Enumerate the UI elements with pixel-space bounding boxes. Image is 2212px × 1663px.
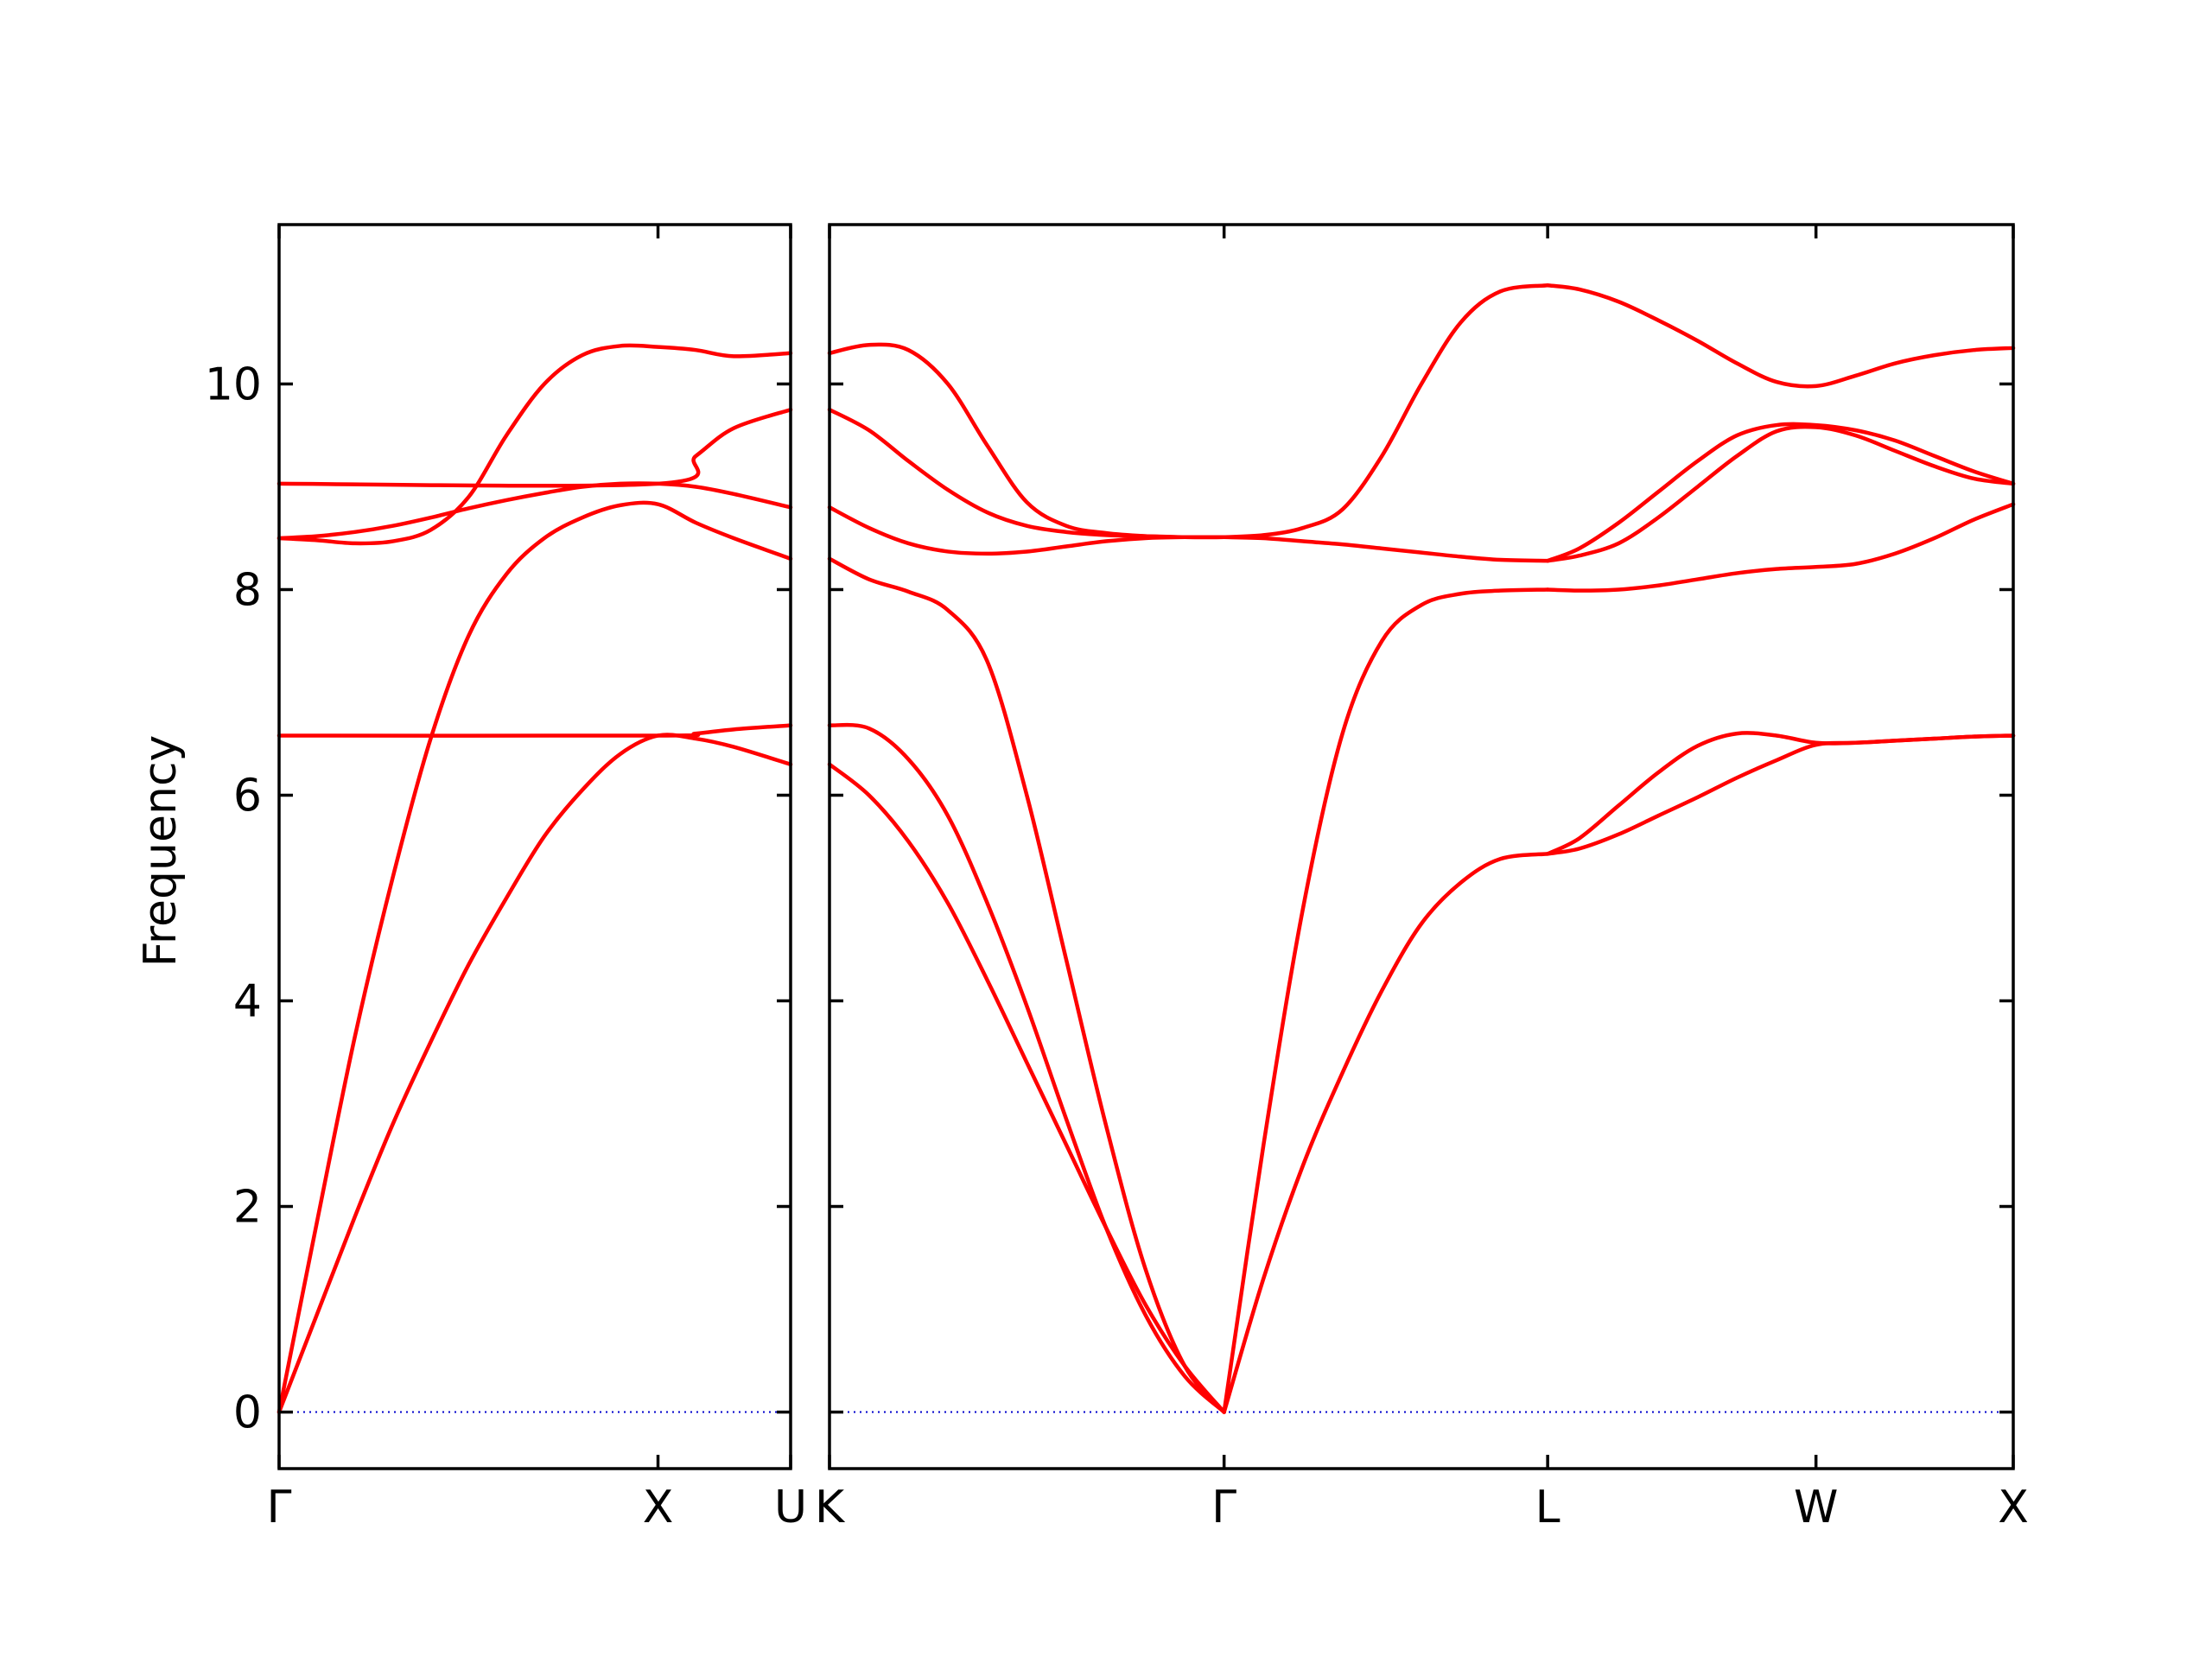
band-line-12 xyxy=(1545,731,2016,856)
x-tick-label: Γ xyxy=(267,1482,292,1533)
y-axis-label: Frequency xyxy=(135,735,187,968)
plot-frame xyxy=(828,223,2015,1470)
band-line-13 xyxy=(1545,502,2016,593)
band-line-5 xyxy=(827,407,1226,540)
band-line-1 xyxy=(827,762,1226,1414)
band-line-16 xyxy=(1545,282,2016,389)
left-panel: 0 2 4 6 8 10 Γ X U xyxy=(205,223,807,1533)
x-tick-label: X xyxy=(1998,1482,2029,1533)
band-line-4 xyxy=(827,505,1226,556)
band-line-3 xyxy=(827,556,1226,1414)
band-line-8 xyxy=(1222,587,1550,1414)
y-tick-label: 6 xyxy=(233,770,262,822)
band-line-15 xyxy=(1545,422,2016,563)
band-line-5 xyxy=(276,723,793,738)
x-tick-label: K xyxy=(815,1482,846,1533)
band-line-2 xyxy=(827,722,1226,1414)
band-line-6 xyxy=(276,407,793,488)
x-tick-label: X xyxy=(643,1482,674,1533)
plot-frame xyxy=(277,223,792,1470)
band-line-3 xyxy=(276,343,793,546)
y-tick-label: 8 xyxy=(233,564,262,616)
y-tick-label: 4 xyxy=(233,976,262,1028)
x-tick-label: Γ xyxy=(1211,1482,1236,1533)
y-tick-label: 0 xyxy=(233,1387,262,1439)
band-line-4 xyxy=(276,481,793,541)
band-line-1 xyxy=(276,733,793,1414)
x-tick-label: W xyxy=(1794,1482,1838,1533)
y-tick-label: 2 xyxy=(233,1182,262,1234)
x-tick-label: U xyxy=(774,1482,807,1533)
y-tick-label: 10 xyxy=(205,359,262,410)
x-tick-label: L xyxy=(1535,1482,1560,1533)
band-line-11 xyxy=(1545,733,2016,856)
band-line-9 xyxy=(1222,535,1550,563)
band-line-14 xyxy=(1545,424,2016,563)
band-line-10 xyxy=(1222,282,1550,540)
band-line-2 xyxy=(276,500,793,1414)
band-line-6 xyxy=(827,342,1226,540)
band-line-7 xyxy=(1222,852,1550,1414)
